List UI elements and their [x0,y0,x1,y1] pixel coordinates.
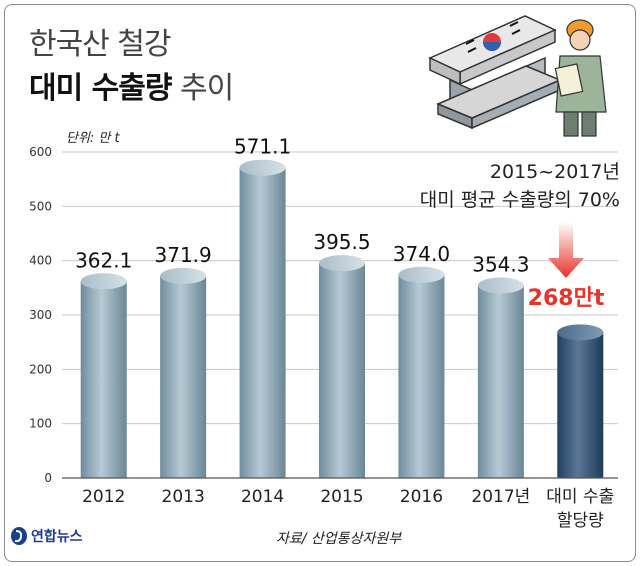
y-tick-label: 400 [29,254,52,268]
value-label: 571.1 [234,135,291,159]
bar-body [160,275,207,478]
logo-text: 연합뉴스 [31,529,83,545]
value-label: 362.1 [75,248,132,272]
bar-top [557,324,604,341]
title-line-1: 한국산 철강 [29,27,172,62]
title-bold: 대미 수출량 [29,71,172,106]
bar-body [398,274,445,478]
bar-body [477,285,524,478]
bar-top [319,255,365,272]
x-tick-label: 2016 [400,487,443,507]
y-tick-label: 500 [29,199,52,213]
yonhap-logo: 연합뉴스 [10,526,83,546]
y-tick-label: 300 [29,308,52,322]
bar-body [319,263,365,478]
value-label: 354.3 [472,252,529,276]
bars [80,159,604,478]
bar-top [160,267,207,284]
bar-top [477,277,524,294]
x-tick-label: 2014 [241,487,284,507]
bar-body [80,281,127,478]
x-tick-label: 대미 수출 [546,487,614,507]
annotation: 2015~2017년 대미 평균 수출량의 70% 268만t [420,161,620,311]
y-tick-label: 0 [44,471,52,485]
allocation-value-label: 268만t [528,286,605,311]
bar [80,273,127,478]
x-tick-label: 할당량 [557,511,604,531]
bar [477,277,524,478]
bar-body [557,332,604,478]
x-tick-label: 2013 [162,487,205,507]
down-arrow-icon [548,222,584,278]
source-note: 자료/ 산업통상자원부 [276,531,402,547]
bar [239,159,286,478]
bar [319,255,365,478]
bar [557,324,604,478]
y-axis-ticks: 0 100 200 300 400 500 600 [29,145,52,485]
yonhap-logo-icon [11,527,27,545]
x-tick-label: 2017년 [471,487,530,507]
bar-body [239,167,286,478]
annotation-line-2: 대미 평균 수출량의 70% [420,189,620,211]
value-label: 374.0 [393,242,450,266]
bar-top [398,266,445,283]
y-tick-label: 600 [29,145,52,159]
title-line-2: 대미 수출량 추이 [29,63,234,107]
value-label: 395.5 [313,230,370,254]
bar [398,266,445,478]
bar-top [80,273,127,290]
x-tick-label: 2012 [82,487,125,507]
unit-label: 단위: 만 t [66,131,121,146]
steel-worker-illustration [428,15,607,137]
annotation-line-1: 2015~2017년 [490,161,620,183]
title-light: 추이 [180,71,234,106]
value-labels: 362.1 371.9 571.1 395.5 374.0 354.3 [75,135,529,277]
y-tick-label: 100 [29,417,52,431]
value-label: 371.9 [155,243,212,267]
x-tick-label: 2015 [320,487,363,507]
bar-top [239,159,286,176]
bar [160,267,207,478]
y-tick-label: 200 [29,362,52,376]
